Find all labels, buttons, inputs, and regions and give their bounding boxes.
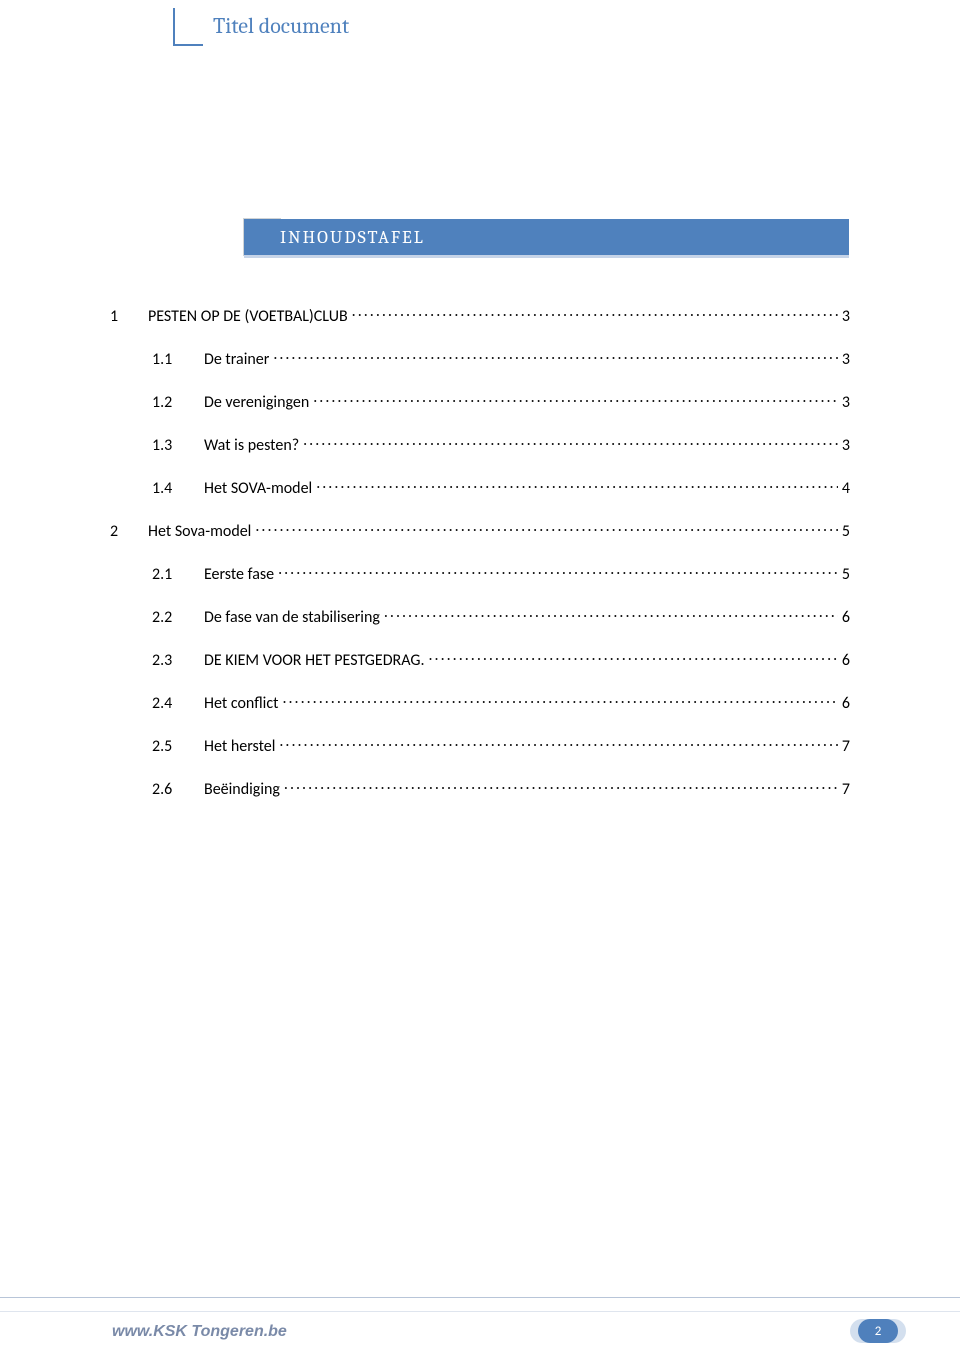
toc-leader-dots [303,434,838,450]
toc-entry: 1PESTEN OP DE (VOETBAL)CLUB 3 [110,305,850,326]
toc-entry-title: DE KIEM VOOR HET PESTGEDRAG. [204,651,425,670]
toc-leader-dots [313,391,838,407]
document-page: Titel document INHOUDSTAFEL 1PESTEN OP D… [0,8,960,1359]
toc-leader-dots [429,649,838,665]
toc-entry-number: 1.4 [152,479,204,498]
toc-entry: 2.5Het herstel 7 [110,735,850,756]
footer-divider-mid [0,1311,960,1312]
toc-entry-title: De fase van de stabilisering [204,608,380,627]
toc-entry: 1.3Wat is pesten? 3 [110,434,850,455]
toc-leader-dots [316,477,838,493]
toc-entry-number: 2.2 [152,608,204,627]
toc-entry-title: Beëindiging [204,780,280,799]
toc-entry: 2Het Sova-model 5 [110,520,850,541]
section-banner: INHOUDSTAFEL [244,219,849,255]
toc-entry-number: 2.5 [152,737,204,756]
banner-label: INHOUDSTAFEL [244,219,849,255]
toc-leader-dots [284,778,838,794]
toc-leader-dots [255,520,838,536]
table-of-contents: 1PESTEN OP DE (VOETBAL)CLUB31.1De traine… [110,305,850,821]
toc-entry: 2.6Beëindiging 7 [110,778,850,799]
toc-entry-page: 3 [842,307,850,326]
toc-entry-page: 7 [842,737,850,756]
toc-entry-title: Het herstel [204,737,275,756]
page-number: 2 [875,1324,882,1339]
page-number-badge: 2 [858,1319,898,1343]
toc-entry-page: 3 [842,393,850,412]
toc-entry: 1.1De trainer 3 [110,348,850,369]
toc-entry-page: 5 [842,522,850,541]
toc-entry: 2.2De fase van de stabilisering 6 [110,606,850,627]
footer-url: www.KSK Tongeren.be [112,1323,287,1341]
toc-entry-page: 3 [842,350,850,369]
toc-entry: 2.4Het conflict 6 [110,692,850,713]
toc-entry-title: De verenigingen [204,393,309,412]
toc-entry-page: 7 [842,780,850,799]
toc-entry-page: 6 [842,608,850,627]
toc-leader-dots [278,563,838,579]
toc-entry-number: 2.1 [152,565,204,584]
toc-entry-number: 1.3 [152,436,204,455]
toc-entry-title: Het Sova-model [148,522,251,541]
footer-divider-top [0,1297,960,1298]
toc-entry-title: Eerste fase [204,565,274,584]
toc-entry-title: De trainer [204,350,269,369]
toc-entry-number: 1.1 [152,350,204,369]
toc-entry-title: Wat is pesten? [204,436,299,455]
toc-leader-dots [273,348,838,364]
toc-entry-title: Het SOVA-model [204,479,312,498]
document-title: Titel document [213,13,349,39]
toc-entry: 2.3DE KIEM VOOR HET PESTGEDRAG. 6 [110,649,850,670]
toc-entry: 1.2De verenigingen 3 [110,391,850,412]
toc-entry-number: 2 [110,522,148,541]
footer: www.KSK Tongeren.be 2 [0,1297,960,1359]
toc-leader-dots [352,305,838,321]
toc-entry-title: Het conflict [204,694,278,713]
toc-entry-number: 2.4 [152,694,204,713]
toc-entry-page: 5 [842,565,850,584]
toc-entry-page: 6 [842,651,850,670]
toc-entry-number: 2.6 [152,780,204,799]
toc-entry-number: 1.2 [152,393,204,412]
toc-entry-page: 3 [842,436,850,455]
toc-entry-number: 2.3 [152,651,204,670]
toc-entry-page: 4 [842,479,850,498]
toc-entry-title: PESTEN OP DE (VOETBAL)CLUB [148,307,348,326]
toc-entry: 1.4Het SOVA-model 4 [110,477,850,498]
toc-entry: 2.1Eerste fase 5 [110,563,850,584]
banner-underline-decoration [244,255,849,258]
toc-leader-dots [279,735,838,751]
toc-entry-number: 1 [110,307,148,326]
toc-entry-page: 6 [842,694,850,713]
header-rule-decoration [173,8,203,46]
toc-leader-dots [282,692,837,708]
toc-leader-dots [384,606,838,622]
